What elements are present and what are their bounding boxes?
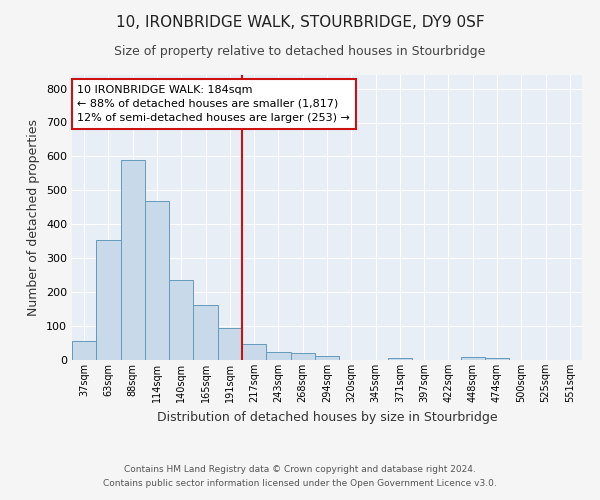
Text: Size of property relative to detached houses in Stourbridge: Size of property relative to detached ho… (115, 45, 485, 58)
Bar (218, 328, 242, 360)
Bar (96, 240, 121, 360)
Bar (72, 340, 96, 360)
Bar (461, 356, 485, 360)
Bar (145, 200, 169, 360)
X-axis label: Distribution of detached houses by size in Stourbridge: Distribution of detached houses by size … (157, 410, 497, 424)
Bar (169, 280, 193, 360)
Bar (266, 352, 290, 360)
Text: 10, IRONBRIDGE WALK, STOURBRIDGE, DY9 0SF: 10, IRONBRIDGE WALK, STOURBRIDGE, DY9 0S… (116, 15, 484, 30)
Bar (315, 356, 339, 360)
Bar (193, 305, 218, 360)
Text: Contains HM Land Registry data © Crown copyright and database right 2024.
Contai: Contains HM Land Registry data © Crown c… (103, 466, 497, 487)
Y-axis label: Number of detached properties: Number of detached properties (28, 119, 40, 316)
Bar (242, 344, 266, 360)
Text: 10 IRONBRIDGE WALK: 184sqm
← 88% of detached houses are smaller (1,817)
12% of s: 10 IRONBRIDGE WALK: 184sqm ← 88% of deta… (77, 85, 350, 123)
Bar (485, 358, 509, 360)
Bar (290, 353, 315, 360)
Bar (121, 160, 145, 360)
Bar (388, 358, 412, 360)
